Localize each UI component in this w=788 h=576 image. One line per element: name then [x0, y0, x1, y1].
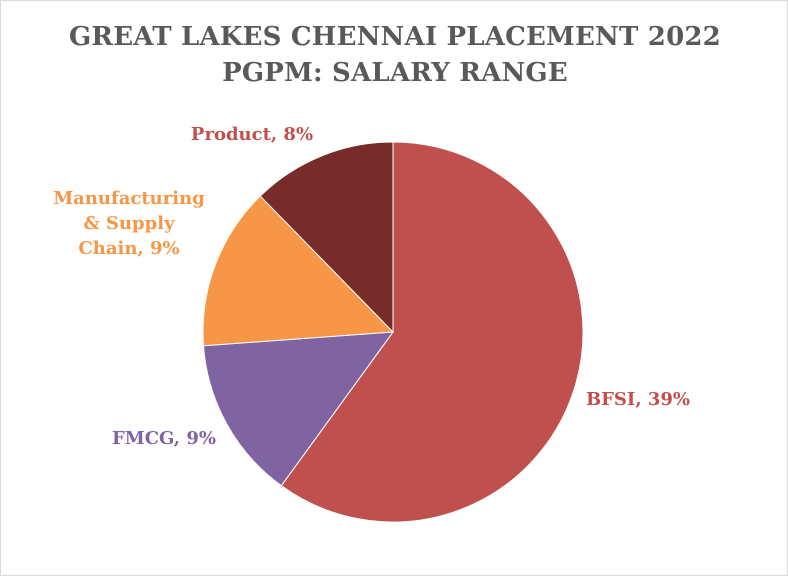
data-label-line: Chain, 9%: [78, 238, 179, 259]
data-label-manufacturing-supply-chain: Manufacturing & Supply Chain, 9%: [53, 188, 205, 259]
data-label-line: FMCG, 9%: [112, 428, 216, 449]
data-label-product: Product, 8%: [191, 124, 313, 145]
chart-title-line-2: PGPM: SALARY RANGE: [222, 58, 568, 88]
pie-slice-product: [259, 141, 394, 334]
data-label-line: Product, 8%: [191, 124, 313, 145]
pie-slice-manufacturing-supply-chain: [202, 195, 395, 347]
pie-slice-bfsi: [280, 141, 584, 523]
data-label-bfsi: BFSI, 39%: [586, 389, 690, 410]
data-label-line: & Supply: [83, 213, 175, 234]
chart-title: GREAT LAKES CHENNAI PLACEMENT 2022 PGPM:…: [1, 19, 788, 91]
pie-slices: [202, 141, 584, 523]
pie-labels: BFSI, 39% FMCG, 9% Manufacturing & Supply Ch…: [53, 124, 690, 449]
data-label-line: BFSI, 39%: [586, 389, 690, 410]
data-label-line: Manufacturing: [53, 188, 205, 209]
data-label-fmcg: FMCG, 9%: [112, 428, 216, 449]
pie-slice-fmcg: [202, 331, 395, 487]
chart-title-line-1: GREAT LAKES CHENNAI PLACEMENT 2022: [69, 22, 721, 52]
